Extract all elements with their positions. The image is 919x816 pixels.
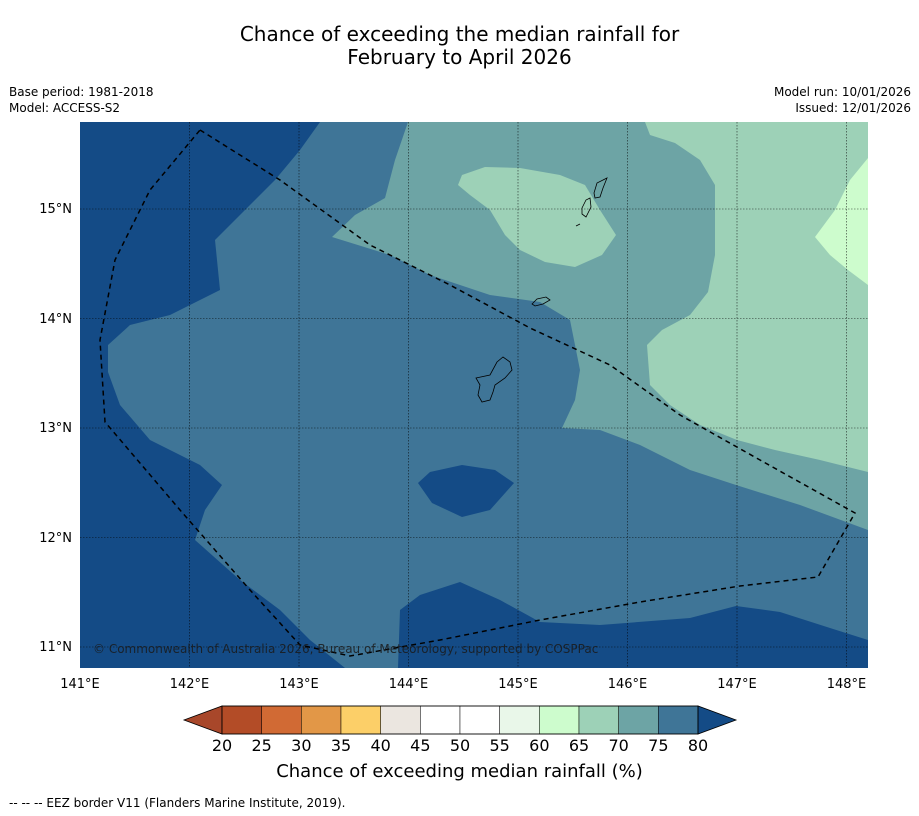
copyright-text: © Commonwealth of Australia 2026, Bureau… bbox=[93, 642, 598, 656]
eez-border bbox=[99, 129, 857, 657]
contour-fills: © Commonwealth of Australia 2026, Bureau… bbox=[80, 122, 868, 668]
colorbar-extend-high bbox=[697, 705, 738, 735]
lon-labels: 141°E 142°E 143°E 144°E 145°E 146°E 147°… bbox=[60, 677, 866, 692]
lon-label: 142°E bbox=[170, 677, 210, 692]
colorbar-tick-label: 60 bbox=[529, 736, 549, 755]
colorbar-tick-label: 65 bbox=[569, 736, 589, 755]
colorbar-segment bbox=[459, 705, 500, 735]
colorbar-tick-label: 20 bbox=[212, 736, 232, 755]
chart-title-line1: Chance of exceeding the median rainfall … bbox=[239, 22, 680, 46]
colorbar-tick-label: 35 bbox=[331, 736, 351, 755]
lon-label: 146°E bbox=[608, 677, 648, 692]
base-period-text: Base period: 1981-2018 bbox=[9, 85, 154, 99]
lon-label: 147°E bbox=[717, 677, 757, 692]
colorbar-segment bbox=[618, 705, 659, 735]
colorbar-segment bbox=[301, 705, 342, 735]
island-guam bbox=[475, 356, 513, 403]
lat-label: 11°N bbox=[39, 640, 72, 655]
island-saipan bbox=[593, 177, 608, 199]
colorbar-tick-label: 80 bbox=[688, 736, 708, 755]
lat-label: 12°N bbox=[39, 531, 72, 546]
lon-label: 148°E bbox=[827, 677, 867, 692]
contour-65-70-north bbox=[458, 167, 616, 267]
graticule bbox=[80, 122, 868, 668]
colorbar-tick-label: 45 bbox=[410, 736, 430, 755]
colorbar-ticks: 20 25 30 35 40 45 50 55 60 65 70 75 80 bbox=[212, 736, 708, 755]
contour-60-65 bbox=[815, 158, 868, 285]
lon-label: 144°E bbox=[389, 677, 429, 692]
colorbar-tick-label: 50 bbox=[450, 736, 470, 755]
colorbar-tick-label: 70 bbox=[608, 736, 628, 755]
lat-label: 15°N bbox=[39, 202, 72, 217]
lat-labels: 15°N 14°N 13°N 12°N 11°N bbox=[39, 202, 72, 655]
colorbar-extend-low bbox=[182, 705, 223, 735]
colorbar-segment bbox=[658, 705, 699, 735]
colorbar-segment bbox=[499, 705, 540, 735]
chart-title-line2: February to April 2026 bbox=[347, 45, 572, 69]
colorbar bbox=[182, 705, 738, 735]
lon-label: 143°E bbox=[279, 677, 319, 692]
lon-label: 145°E bbox=[498, 677, 538, 692]
colorbar-segment bbox=[539, 705, 580, 735]
lat-label: 13°N bbox=[39, 421, 72, 436]
island-tinian bbox=[581, 197, 592, 218]
colorbar-segment bbox=[420, 705, 461, 735]
colorbar-tick-label: 30 bbox=[291, 736, 311, 755]
island-aguijan bbox=[575, 223, 581, 227]
colorbar-outline bbox=[221, 705, 699, 735]
colorbar-tick-label: 40 bbox=[370, 736, 390, 755]
colorbar-segment bbox=[380, 705, 421, 735]
eez-footnote: -- -- -- EEZ border V11 (Flanders Marine… bbox=[9, 796, 346, 810]
colorbar-tick-label: 25 bbox=[251, 736, 271, 755]
islands bbox=[475, 177, 608, 403]
island-rota bbox=[531, 296, 551, 307]
lon-label: 141°E bbox=[60, 677, 100, 692]
model-text: Model: ACCESS-S2 bbox=[9, 101, 121, 115]
contour-above-80-blob bbox=[418, 465, 514, 517]
colorbar-segment bbox=[261, 705, 302, 735]
colorbar-title: Chance of exceeding median rainfall (%) bbox=[276, 761, 643, 782]
colorbar-segment bbox=[340, 705, 381, 735]
contour-65-70 bbox=[645, 122, 868, 472]
colorbar-segment bbox=[221, 705, 262, 735]
issued-text: Issued: 12/01/2026 bbox=[795, 101, 911, 115]
colorbar-segment bbox=[578, 705, 619, 735]
lat-label: 14°N bbox=[39, 312, 72, 327]
colorbar-tick-label: 75 bbox=[648, 736, 668, 755]
model-run-text: Model run: 10/01/2026 bbox=[773, 85, 911, 99]
colorbar-tick-label: 55 bbox=[489, 736, 509, 755]
